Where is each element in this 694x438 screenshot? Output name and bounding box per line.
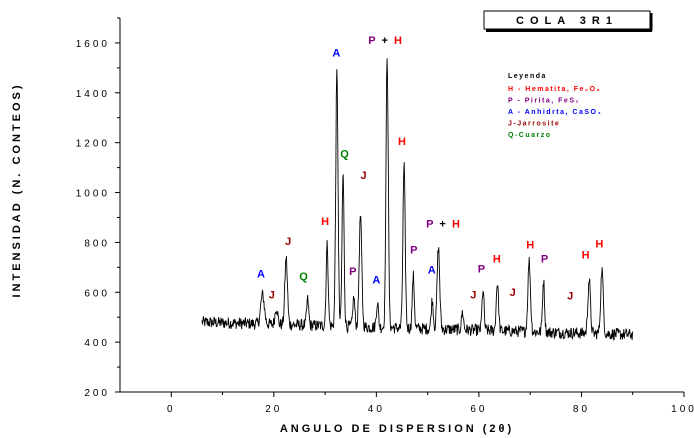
peak-label: A (372, 275, 380, 287)
peak-label: J (510, 287, 516, 299)
peak-label: H (493, 253, 501, 265)
peak-label-part: P (478, 263, 485, 275)
legend-entry: Q-Cuarzo (508, 132, 552, 139)
x-axis-title: ANGULO DE DISPERSION (2θ) (280, 423, 514, 435)
peak-label-part: + (433, 218, 452, 230)
peak-label-part: J (269, 290, 275, 302)
peak-label-part: P (541, 253, 548, 265)
peak-label: P (349, 266, 356, 278)
peak-label: P + H (426, 218, 460, 230)
peak-label: H (398, 136, 406, 148)
peak-label-part: A (332, 48, 340, 60)
peak-label: J (567, 291, 573, 303)
chart-title: COLA 3R1 (516, 15, 618, 27)
peak-label: J (285, 236, 291, 248)
y-axis-ticks: 200 400 600 800 1000 1200 1400 1600 (76, 17, 120, 399)
peak-label-part: P (349, 266, 356, 278)
peak-label-part: H (452, 218, 460, 230)
peak-label-part: J (470, 290, 476, 302)
x-tick-label: 80 (573, 404, 590, 415)
peak-label-part: J (285, 236, 291, 248)
x-tick-label: 40 (368, 404, 385, 415)
peak-label: P (478, 263, 485, 275)
x-tick-label: 100 (671, 404, 694, 415)
peak-label: A (257, 268, 265, 280)
peak-label: H (321, 216, 329, 228)
peak-label: H (526, 240, 534, 252)
legend: Leyenda H - Hematita, Fe₂O₃ P - Pirita, F… (508, 73, 602, 139)
x-tick-label: 20 (265, 404, 282, 415)
peak-label: J (269, 290, 275, 302)
peak-label-part: H (321, 216, 329, 228)
chart-axes (119, 18, 684, 393)
peak-label-part: J (510, 287, 516, 299)
diffraction-trace (201, 58, 634, 341)
y-tick-label: 1400 (76, 89, 110, 100)
legend-entry: A - Anhidrta, CaSO₄ (508, 109, 602, 116)
y-axis-title: INTENSIDAD (N. CONTEOS) (11, 82, 23, 297)
peak-label: P + H (368, 35, 402, 47)
y-tick-label: 600 (84, 288, 110, 299)
peak-label-part: H (526, 240, 534, 252)
peak-label-part: Q (340, 149, 349, 161)
peak-label-part: J (360, 170, 366, 182)
peak-label-part: J (567, 291, 573, 303)
peak-label-part: P (410, 245, 417, 257)
peak-label-part: H (394, 35, 402, 47)
y-tick-label: 1200 (76, 139, 110, 150)
peak-label-part: H (582, 250, 590, 262)
peak-label: J (470, 290, 476, 302)
x-axis-ticks: 0 20 40 60 80 100 (167, 392, 694, 415)
peak-label-part: H (595, 238, 603, 250)
peak-label: A (332, 48, 340, 60)
peak-label: H (582, 250, 590, 262)
y-tick-label: 1000 (76, 189, 110, 200)
peak-label: A (428, 265, 436, 277)
peak-label-part: H (398, 136, 406, 148)
chart-title-box: COLA 3R1 (483, 10, 653, 32)
peak-label: Q (299, 271, 308, 283)
legend-entry: H - Hematita, Fe₂O₃ (508, 86, 601, 93)
x-tick-label: 60 (470, 404, 487, 415)
y-tick-label: 400 (84, 338, 110, 349)
y-tick-label: 200 (84, 388, 110, 399)
peak-label: P (410, 245, 417, 257)
legend-entry: J-Jarrosite (508, 121, 560, 128)
y-tick-label: 800 (84, 238, 110, 249)
x-tick-label: 0 (167, 404, 176, 415)
peak-label: Q (340, 149, 349, 161)
legend-title: Leyenda (508, 73, 547, 80)
peak-label-part: A (428, 265, 436, 277)
peak-label-part: A (257, 268, 265, 280)
peak-label-part: P (368, 35, 375, 47)
peak-label: J (360, 170, 366, 182)
y-tick-label: 1600 (76, 39, 110, 50)
peak-label-part: Q (299, 271, 308, 283)
peak-label-part: A (372, 275, 380, 287)
peak-label: P (541, 253, 548, 265)
legend-entry: P - Pirita, FeS₂ (508, 98, 580, 105)
peak-label: H (595, 238, 603, 250)
peak-label-part: H (493, 253, 501, 265)
peak-label-part: P (426, 218, 433, 230)
peak-label-part: + (375, 35, 394, 47)
